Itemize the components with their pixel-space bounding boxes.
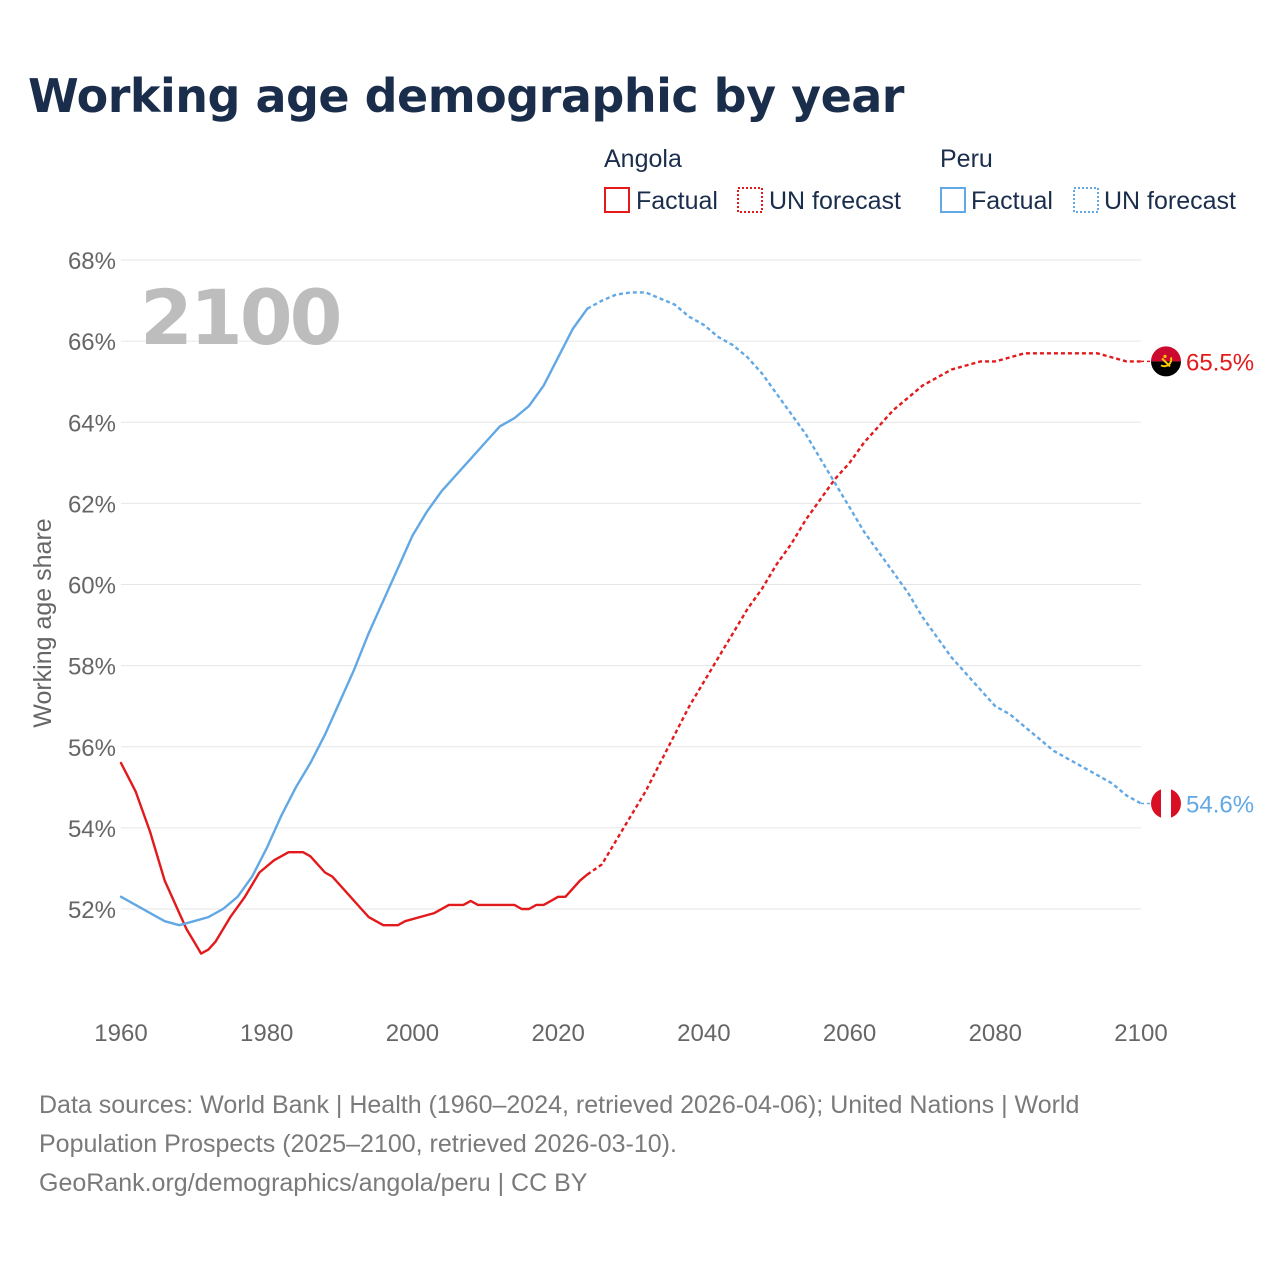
x-tick-label: 2060 — [823, 1020, 876, 1047]
y-tick-label: 52% — [68, 897, 116, 924]
source-line-1: Data sources: World Bank | Health (1960–… — [39, 1091, 1079, 1119]
x-tick-label: 1980 — [240, 1020, 293, 1047]
x-tick-label: 2020 — [531, 1020, 584, 1047]
chart-title: Working age demographic by year — [28, 69, 905, 123]
source-line-2: Population Prospects (2025–2100, retriev… — [39, 1130, 677, 1158]
year-watermark: 2100 — [140, 273, 340, 362]
legend: Angola Factual UN forecast Peru Factual … — [604, 145, 1236, 215]
y-tick-label: 56% — [68, 735, 116, 762]
y-tick-label: 60% — [68, 573, 116, 600]
y-axis-label: Working age share — [29, 518, 57, 727]
legend-swatch-angola-forecast — [737, 187, 763, 213]
angola-forecast-line — [586, 352, 1141, 876]
legend-swatch-peru-forecast — [1073, 187, 1099, 213]
peru-forecast-line — [586, 291, 1142, 805]
peru-flag-icon — [1151, 788, 1181, 819]
y-tick-label: 66% — [68, 329, 116, 356]
legend-label-peru-factual: Factual — [971, 187, 1053, 215]
end-label-peru: 54.6% — [1186, 792, 1254, 819]
peru-factual-line — [119, 307, 589, 927]
end-label-angola: 65.5% — [1186, 349, 1254, 376]
x-tick-label: 1960 — [94, 1020, 147, 1047]
series-layer — [119, 291, 1151, 955]
angola-flag-icon — [1151, 346, 1181, 377]
legend-group-peru: Peru — [940, 145, 993, 173]
legend-label-peru-forecast: UN forecast — [1104, 187, 1236, 215]
y-tick-label: 68% — [68, 248, 116, 275]
source-line-3: GeoRank.org/demographics/angola/peru | C… — [39, 1169, 588, 1197]
x-tick-label: 2100 — [1114, 1020, 1167, 1047]
legend-label-angola-factual: Factual — [636, 187, 718, 215]
legend-swatch-angola-factual — [604, 187, 630, 213]
angola-factual-line — [119, 761, 589, 955]
y-tick-label: 58% — [68, 654, 116, 681]
legend-swatch-peru-factual — [940, 187, 966, 213]
y-tick-label: 62% — [68, 491, 116, 518]
x-tick-label: 2040 — [677, 1020, 730, 1047]
end-markers: 65.5% 54.6% — [1151, 346, 1254, 819]
x-axis-ticks: 1960 1980 2000 2020 2040 2060 2080 2100 — [94, 1020, 1167, 1047]
legend-group-angola: Angola — [604, 145, 682, 173]
legend-label-angola-forecast: UN forecast — [769, 187, 901, 215]
x-tick-label: 2080 — [969, 1020, 1022, 1047]
y-tick-label: 54% — [68, 816, 116, 843]
gridlines — [121, 259, 1141, 910]
y-tick-label: 64% — [68, 410, 116, 437]
y-axis-ticks: 52% 54% 56% 58% 60% 62% 64% 66% 68% — [68, 248, 116, 924]
x-tick-label: 2000 — [386, 1020, 439, 1047]
